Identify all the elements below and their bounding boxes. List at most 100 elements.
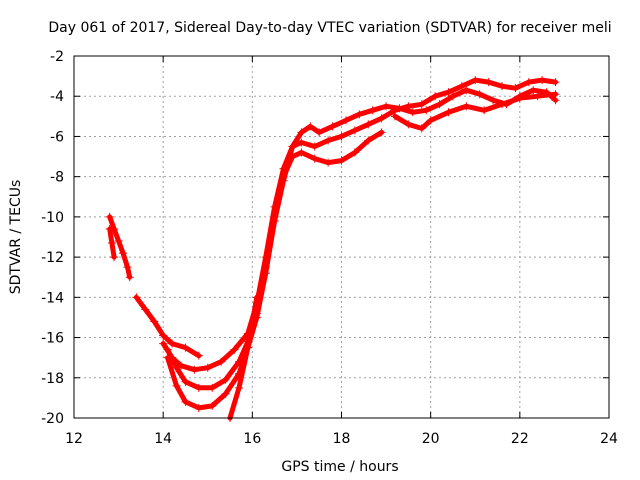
data-point xyxy=(529,86,538,95)
data-point xyxy=(498,100,506,109)
series-line xyxy=(165,87,558,411)
data-point xyxy=(181,377,190,386)
y-tick-label: -6 xyxy=(50,129,64,145)
data-point xyxy=(533,92,542,101)
data-point xyxy=(172,363,181,372)
y-tick-label: -14 xyxy=(41,290,64,306)
y-tick-label: -4 xyxy=(50,89,64,105)
y-axis-label: SDTVAR / TECUs xyxy=(8,180,24,295)
y-tick-label: -16 xyxy=(41,331,64,347)
data-point xyxy=(123,263,132,272)
data-point xyxy=(350,126,359,135)
data-point xyxy=(448,92,457,101)
data-point xyxy=(310,142,319,151)
data-point xyxy=(203,363,212,372)
data-point xyxy=(337,132,346,141)
y-tick-label: -10 xyxy=(41,210,64,226)
data-point xyxy=(551,78,560,87)
x-tick-label: 14 xyxy=(154,431,172,447)
data-point xyxy=(324,136,333,145)
x-tick-label: 18 xyxy=(333,431,351,447)
data-point xyxy=(230,345,239,354)
data-point xyxy=(252,293,261,302)
data-point xyxy=(163,345,172,354)
data-point xyxy=(243,343,252,352)
data-point xyxy=(297,148,306,157)
series-line xyxy=(227,294,260,421)
data-point xyxy=(484,78,493,87)
data-point xyxy=(221,389,230,398)
y-tick-label: -8 xyxy=(50,170,64,186)
data-point xyxy=(181,397,190,406)
x-tick-label: 12 xyxy=(65,431,83,447)
data-point xyxy=(221,375,230,384)
data-point xyxy=(337,156,346,165)
data-point xyxy=(368,106,377,115)
data-point xyxy=(125,273,134,282)
data-point xyxy=(297,128,306,137)
data-point xyxy=(270,216,279,225)
data-point xyxy=(177,361,185,370)
x-tick-label: 24 xyxy=(600,431,618,447)
data-point xyxy=(328,122,337,131)
data-point xyxy=(395,104,404,113)
data-point xyxy=(159,339,168,348)
data-point xyxy=(377,128,386,137)
data-point xyxy=(208,401,217,410)
data-point xyxy=(114,237,123,246)
data-point xyxy=(105,212,114,221)
data-point xyxy=(315,128,324,137)
data-point xyxy=(105,224,114,233)
data-point xyxy=(288,142,297,151)
data-point xyxy=(408,108,417,117)
x-tick-label: 20 xyxy=(422,431,440,447)
data-point xyxy=(194,383,203,392)
data-point xyxy=(261,269,270,278)
series-track-b xyxy=(105,224,119,262)
data-point xyxy=(377,114,386,123)
data-point xyxy=(190,365,199,374)
data-point xyxy=(194,403,203,412)
data-point xyxy=(132,293,141,302)
data-point xyxy=(159,331,168,340)
ticks: 12 14 16 18 20 22 24 -2 -4 -6 -8 -10 -12 -14 -16 -18 -20 xyxy=(41,49,618,447)
x-axis-label: GPS time / hours xyxy=(281,459,398,475)
data-point xyxy=(172,381,181,390)
data-point xyxy=(324,158,333,167)
data-point xyxy=(163,353,172,362)
series-track-c xyxy=(132,293,203,360)
series-track-f xyxy=(163,86,560,412)
data-point xyxy=(551,90,560,99)
series-track-h xyxy=(391,90,560,133)
data-point xyxy=(391,112,399,121)
data-point xyxy=(444,88,453,97)
y-tick-label: -12 xyxy=(41,250,64,266)
data-point xyxy=(538,76,547,85)
series-track-g xyxy=(226,293,261,422)
y-tick-label: -18 xyxy=(41,371,64,387)
data-point xyxy=(194,351,203,360)
data-point xyxy=(107,239,116,248)
data-point xyxy=(480,106,489,115)
x-tick-label: 22 xyxy=(511,431,529,447)
data-point xyxy=(417,124,426,133)
data-point xyxy=(426,116,435,125)
data-point xyxy=(462,86,471,95)
data-point xyxy=(404,120,413,129)
data-point xyxy=(141,305,150,314)
data-point xyxy=(306,122,315,131)
data-point xyxy=(110,253,119,262)
data-point xyxy=(297,138,306,147)
data-point xyxy=(234,383,243,392)
data-point xyxy=(350,148,359,157)
data-point xyxy=(168,339,177,348)
chart-title: Day 061 of 2017, Sidereal Day-to-day VTE… xyxy=(48,20,611,36)
data-point xyxy=(435,100,444,109)
data-point xyxy=(279,176,288,185)
data-point xyxy=(355,110,364,119)
data-point xyxy=(471,76,480,85)
data-point xyxy=(524,78,533,87)
data-point xyxy=(382,102,391,111)
data-point xyxy=(431,92,440,101)
data-point xyxy=(457,82,466,91)
